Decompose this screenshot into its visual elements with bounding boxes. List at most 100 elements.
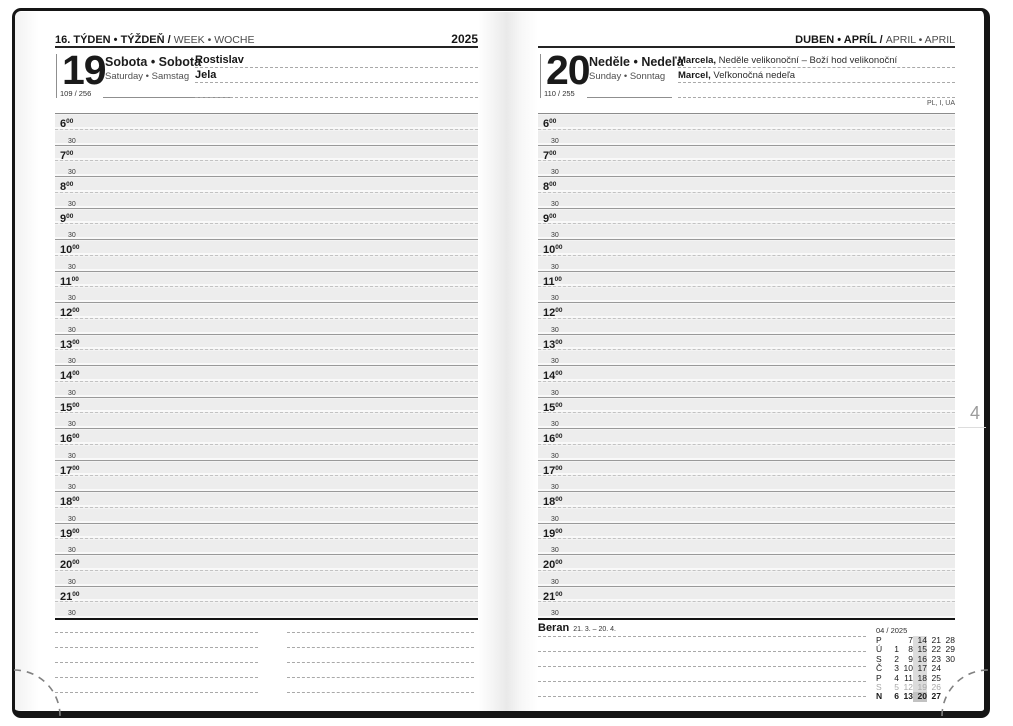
- day-number-right: 20: [546, 47, 591, 93]
- minute-superscript: 00: [555, 307, 563, 314]
- calendar-empty-cell: [941, 692, 955, 701]
- minute-superscript: 00: [66, 181, 74, 188]
- note-line: [55, 618, 258, 633]
- half-hour-label: 30: [68, 326, 76, 334]
- time-slot-10-00: 1000: [538, 240, 955, 256]
- minute-superscript: 00: [66, 212, 74, 220]
- calendar-day-letter: S: [876, 653, 882, 664]
- half-hour-label: 30: [68, 389, 76, 397]
- hour-label: 1400: [543, 370, 563, 382]
- minute-superscript: 00: [555, 433, 563, 440]
- half-hour-label: 30: [551, 515, 559, 523]
- half-hour-label: 30: [551, 578, 559, 586]
- note-line: [538, 652, 866, 667]
- minute-superscript: 00: [72, 527, 80, 535]
- name-day-line: Rostislav: [195, 53, 478, 68]
- time-slot-20-00: 2000: [55, 555, 478, 571]
- half-hour-label: 30: [68, 200, 76, 208]
- time-slot-7-00: 700: [538, 145, 955, 162]
- time-slot-17-30: 30: [538, 476, 955, 492]
- calendar-day-cell: 5: [894, 681, 899, 692]
- hour-label: 1700: [543, 464, 563, 477]
- month-header: DUBEN • APRÍL / APRIL • APRIL: [538, 30, 955, 46]
- minute-superscript: 00: [66, 149, 74, 157]
- mini-calendar-header: 04 / 2025: [876, 626, 908, 635]
- time-slot-19-00: 1900: [538, 523, 955, 540]
- calendar-day-cell: 18: [913, 673, 927, 683]
- half-hour-label: 30: [68, 547, 76, 555]
- time-slot-12-00: 1200: [538, 303, 955, 319]
- calendar-day-cell: 26: [931, 681, 941, 692]
- notes-column-2: [287, 618, 474, 693]
- hour-label: 1800: [543, 496, 563, 508]
- time-slot-21-30: 30: [55, 602, 478, 618]
- half-hour-label: 30: [551, 232, 559, 240]
- calendar-empty-cell: [941, 683, 955, 692]
- time-slot-11-30: 30: [538, 287, 955, 303]
- time-slot-8-00: 800: [538, 177, 955, 193]
- name-day-line: [195, 83, 478, 98]
- time-slot-7-30: 30: [538, 161, 955, 177]
- header-rule-left: [55, 46, 478, 48]
- week-header-main: 16. TÝDEN • TÝŽDEŇ /: [55, 34, 174, 46]
- note-line: [538, 637, 866, 652]
- calendar-day-cell: 16: [913, 654, 927, 665]
- minute-superscript: 00: [555, 527, 563, 535]
- time-slot-8-30: 30: [55, 192, 478, 209]
- time-slot-12-00: 1200: [55, 303, 478, 319]
- minute-superscript: 00: [555, 338, 563, 346]
- time-slot-10-30: 30: [55, 255, 478, 272]
- day-name-primary-right: Neděle • Nedeľa: [589, 55, 684, 69]
- calendar-day-letter: Č: [876, 663, 883, 674]
- time-grid-right: 600 30 700 30 800 30 900 30 1000 30 1100 30 1200 30 13…: [538, 113, 955, 620]
- hour-label: 700: [543, 149, 557, 162]
- hour-label: 900: [543, 212, 557, 225]
- minute-superscript: 00: [549, 212, 557, 220]
- half-hour-label: 30: [551, 263, 559, 271]
- hour-label: 1000: [60, 244, 80, 256]
- calendar-day-letter: S: [876, 681, 882, 692]
- calendar-day-cell: 28: [945, 635, 955, 645]
- name-day-text: Rostislav: [195, 54, 244, 66]
- calendar-day-cell: 12: [903, 681, 913, 692]
- minute-superscript: 00: [72, 496, 80, 503]
- holiday-text: Veľkonočná nedeľa: [713, 70, 795, 81]
- half-hour-label: 30: [68, 295, 76, 303]
- minute-superscript: 00: [72, 433, 80, 440]
- header-rule-right: [538, 46, 955, 48]
- half-hour-label: 30: [68, 515, 76, 523]
- calendar-day-cell: 22: [931, 644, 941, 655]
- hour-label: 1300: [543, 338, 563, 351]
- right-name-lines: Marcela, Neděle velikonoční – Boží hod v…: [678, 53, 955, 98]
- time-slot-19-30: 30: [538, 539, 955, 555]
- notes-column-1: [55, 618, 258, 693]
- zodiac-extra-lines: [538, 637, 866, 697]
- half-hour-label: 30: [551, 452, 559, 460]
- half-hour-label: 30: [68, 610, 76, 618]
- calendar-day-cell: 29: [945, 644, 955, 655]
- day-number-left: 19: [62, 47, 107, 93]
- half-hour-label: 30: [68, 358, 76, 366]
- month-header-secondary: APRIL • APRIL: [885, 34, 955, 46]
- time-slot-13-00: 1300: [55, 334, 478, 351]
- time-slot-17-00: 1700: [538, 460, 955, 477]
- hour-label: 2100: [60, 590, 80, 603]
- calendar-day-cell: 17: [913, 663, 927, 674]
- time-grid-left: 600 30 700 30 800 30 900 30 1000 30 1100 30 1200 30 13…: [55, 113, 478, 620]
- day-block-divider: [540, 54, 541, 98]
- calendar-row: Č 3 10 17 24: [876, 663, 958, 674]
- minute-superscript: 00: [555, 590, 563, 598]
- half-hour-label: 30: [551, 484, 559, 492]
- minute-superscript: 00: [72, 401, 80, 409]
- time-slot-7-00: 700: [55, 145, 478, 162]
- time-slot-6-00: 600: [55, 114, 478, 130]
- minute-superscript: 00: [72, 307, 80, 314]
- hour-label: 1900: [543, 527, 563, 540]
- calendar-day-cell: 7: [908, 635, 913, 645]
- time-slot-14-30: 30: [538, 381, 955, 398]
- hour-label: 1600: [60, 433, 80, 445]
- calendar-day-cell: 30: [945, 653, 955, 664]
- time-slot-13-30: 30: [55, 350, 478, 366]
- calendar-day-cell: 8: [908, 644, 913, 655]
- hour-label: 1400: [60, 370, 80, 382]
